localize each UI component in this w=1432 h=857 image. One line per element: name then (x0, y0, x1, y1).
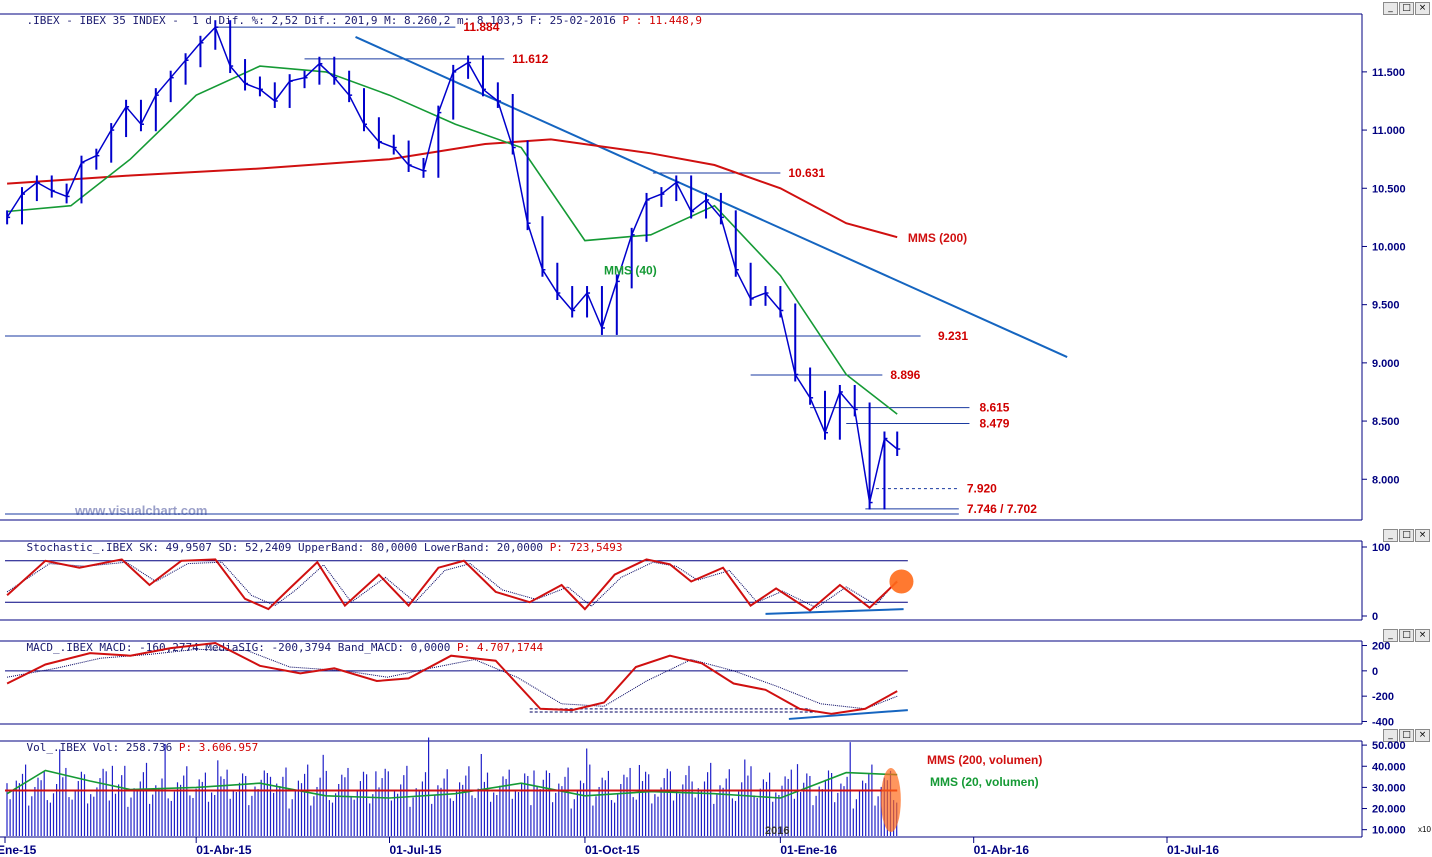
maximize-button[interactable]: □ (1399, 2, 1414, 15)
macd-panel-header: MACD_.IBEX MACD: -160,2774 MediaSIG: -20… (0, 627, 544, 669)
stochastic-sk-line (6, 558, 898, 612)
volume-panel[interactable]: MMS (200, volumen) MMS (20, volumen) 2016 (5, 737, 1042, 837)
mms40-line (7, 65, 898, 415)
macd-divergence-line (788, 709, 908, 720)
mms200-line (7, 138, 898, 239)
volume-mms200-label: MMS (200, volumen) (927, 753, 1042, 767)
x-tick-label: 01-Abr-15 (196, 843, 252, 857)
y-tick-label: 40.000 (1372, 761, 1406, 773)
x-tick-label: 01-Ene-16 (780, 843, 837, 857)
resistance-trendline (355, 36, 1068, 358)
stochastic-panel[interactable] (5, 558, 914, 615)
minimize-button[interactable]: _ (1383, 2, 1398, 15)
y-tick-label: -400 (1372, 716, 1394, 728)
x-tick-label: 01-Jul-15 (390, 843, 442, 857)
level-annotation: 7.920 (967, 482, 997, 496)
y-tick-label: 10.000 (1372, 825, 1406, 837)
y-tick-label: 11.000 (1372, 125, 1405, 137)
y-tick-label: 50.000 (1372, 740, 1406, 752)
minimize-button[interactable]: _ (1383, 629, 1398, 642)
volume-panel-header: Vol_.IBEX Vol: 258.736 P: 3.606.957 (0, 727, 259, 769)
mms40-label: MMS (40) (604, 264, 657, 278)
close-button[interactable]: × (1415, 529, 1430, 542)
y-tick-label: 8.000 (1372, 474, 1400, 486)
price-window-buttons: _ □ × (1383, 2, 1430, 15)
price-panel[interactable]: 11.884 11.612 10.631 9.231 8.896 8.615 8.479 7.… (5, 20, 1068, 516)
x-tick-label: Ene-15 (0, 843, 37, 857)
level-annotation: 8.479 (979, 417, 1009, 431)
price-line (6, 25, 898, 503)
volume-header-p: P: 3.606.957 (178, 741, 259, 754)
level-annotation: 8.615 (979, 401, 1009, 415)
close-button[interactable]: × (1415, 629, 1430, 642)
volume-highlight (880, 768, 901, 832)
price-header-p: P : 11.448,9 (622, 14, 703, 27)
volume-header-text: Vol_.IBEX Vol: 258.736 (26, 741, 179, 754)
price-header-text: .IBEX - IBEX 35 INDEX - 1 d Dif. %: 2,52… (26, 14, 623, 27)
panel-frames (0, 13, 1363, 838)
macd-panel[interactable] (5, 641, 908, 720)
macd-window-buttons: _ □ × (1383, 629, 1430, 642)
minimize-button[interactable]: _ (1383, 529, 1398, 542)
y-tick-label: 11.500 (1372, 67, 1405, 79)
stochastic-divergence-line (765, 608, 904, 615)
stochastic-highlight (889, 569, 914, 594)
macd-header-p: P: 4.707,1744 (456, 641, 544, 654)
volume-mms20-line (6, 769, 898, 799)
stochastic-sd-line (6, 561, 898, 609)
volume-axis-unit: x10 (1418, 825, 1431, 834)
x-tick-label: 01-Oct-15 (585, 843, 640, 857)
y-tick-label: 200 (1372, 641, 1390, 653)
stochastic-header-p: P: 723,5493 (549, 541, 623, 554)
level-annotation: 9.231 (938, 329, 968, 343)
y-tick-label: 9.000 (1372, 358, 1400, 370)
level-annotation: 11.612 (512, 52, 548, 66)
y-tick-label: 0 (1372, 666, 1378, 678)
y-tick-label: 0 (1372, 611, 1378, 623)
stochastic-window-buttons: _ □ × (1383, 529, 1430, 542)
year-marker: 2016 (765, 825, 789, 837)
level-annotation: 7.746 / 7.702 (967, 502, 1037, 516)
x-tick-label: 01-Jul-16 (1167, 843, 1219, 857)
level-annotation: 8.896 (890, 368, 920, 382)
y-tick-label: 30.000 (1372, 782, 1406, 794)
volume-mms20-label: MMS (20, volumen) (930, 775, 1039, 789)
y-tick-label: 9.500 (1372, 300, 1400, 312)
stochastic-header-text: Stochastic_.IBEX SK: 49,9507 SD: 52,2409… (26, 541, 550, 554)
macd-signal-line (7, 648, 898, 710)
x-tick-label: 01-Abr-16 (974, 843, 1030, 857)
y-tick-label: 20.000 (1372, 804, 1406, 816)
close-button[interactable]: × (1415, 729, 1430, 742)
close-button[interactable]: × (1415, 2, 1430, 15)
level-annotation: 10.631 (788, 166, 825, 180)
level-annotation: 11.884 (463, 20, 499, 34)
price-panel-header: .IBEX - IBEX 35 INDEX - 1 d Dif. %: 2,52… (0, 0, 703, 42)
stochastic-panel-header: Stochastic_.IBEX SK: 49,9507 SD: 52,2409… (0, 527, 623, 569)
y-tick-label: 10.000 (1372, 241, 1406, 253)
volume-window-buttons: _ □ × (1383, 729, 1430, 742)
mms200-label: MMS (200) (908, 231, 967, 245)
macd-line (6, 641, 898, 715)
y-tick-label: 10.500 (1372, 183, 1406, 195)
minimize-button[interactable]: _ (1383, 729, 1398, 742)
y-tick-label: 8.500 (1372, 416, 1400, 428)
maximize-button[interactable]: □ (1399, 529, 1414, 542)
maximize-button[interactable]: □ (1399, 629, 1414, 642)
y-tick-label: 100 (1372, 542, 1390, 554)
maximize-button[interactable]: □ (1399, 729, 1414, 742)
macd-header-text: MACD_.IBEX MACD: -160,2774 MediaSIG: -20… (26, 641, 457, 654)
axes: 11.500 11.000 10.500 10.000 9.500 9.000 8.500 8… (0, 67, 1431, 857)
y-tick-label: -200 (1372, 691, 1394, 703)
